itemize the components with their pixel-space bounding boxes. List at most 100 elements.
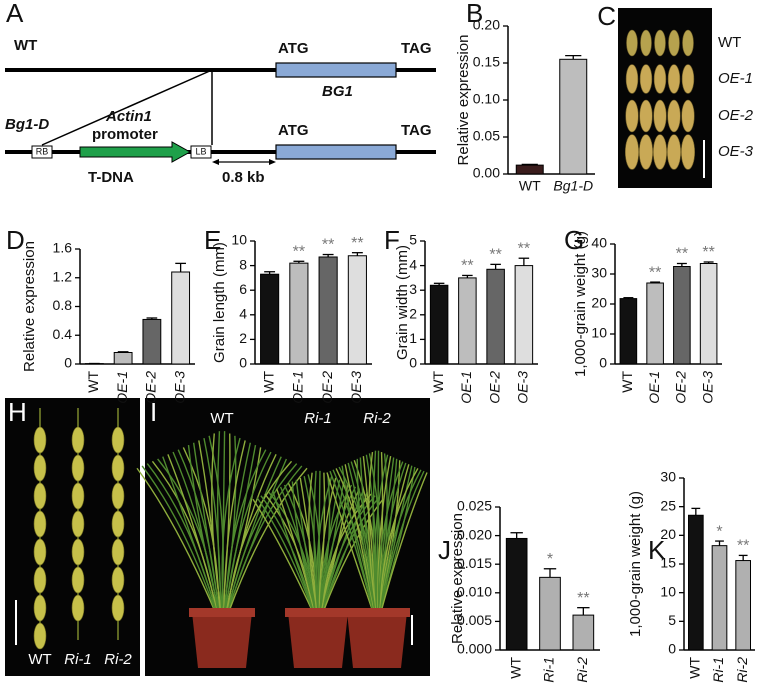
leaf <box>380 470 425 613</box>
leaf <box>225 451 272 613</box>
y-tick-label: 0.000 <box>457 641 492 657</box>
bar <box>515 164 544 175</box>
grain <box>111 510 125 538</box>
grain <box>33 566 47 594</box>
y-axis-label: Relative expression <box>449 513 466 644</box>
grain <box>33 482 47 510</box>
y-tick-label: 2 <box>409 306 417 322</box>
label: WT <box>14 37 37 54</box>
bar <box>113 352 133 365</box>
grain <box>111 566 125 594</box>
bar <box>687 514 704 651</box>
x-tick-label: WT <box>260 371 276 393</box>
label: TAG <box>401 40 432 57</box>
panel-letter: D <box>6 225 25 255</box>
leaf <box>136 467 216 613</box>
bar <box>539 576 561 651</box>
panel-letter: E <box>204 225 221 255</box>
x-tick-label: Ri-2 <box>574 657 590 683</box>
x-tick-label: WT <box>687 657 703 679</box>
grain <box>71 510 85 538</box>
leaf <box>318 477 337 613</box>
grain <box>111 454 125 482</box>
label: Actin1 <box>105 108 152 125</box>
grain <box>668 29 680 57</box>
leaf <box>347 462 376 613</box>
bar <box>260 273 280 365</box>
grain <box>111 594 125 622</box>
grain <box>33 454 47 482</box>
panel-letter: C <box>597 1 616 31</box>
insert-line <box>41 69 213 146</box>
bar <box>646 282 664 365</box>
x-tick-label: OE-1 <box>646 371 662 404</box>
significance: ** <box>351 235 363 252</box>
x-tick-label: Ri-1 <box>541 657 557 683</box>
label: TAG <box>401 122 432 139</box>
significance: ** <box>461 258 473 275</box>
photo-label: WT <box>718 34 741 51</box>
label: ATG <box>278 122 309 139</box>
significance: ** <box>577 590 589 607</box>
panel-letter: H <box>8 397 27 427</box>
bar <box>429 284 449 365</box>
label: promoter <box>92 126 158 143</box>
leaf <box>356 458 377 613</box>
y-tick-label: 0.15 <box>473 54 500 70</box>
leaf <box>221 437 241 613</box>
x-tick-label: OE-1 <box>290 371 306 404</box>
bar <box>559 58 588 175</box>
grain <box>681 64 695 94</box>
y-tick-label: 3 <box>409 281 417 297</box>
y-tick-label: 0.020 <box>457 526 492 542</box>
y-tick-label: 1.6 <box>53 240 73 256</box>
bar <box>486 268 505 365</box>
pot-rim <box>344 608 410 617</box>
bar <box>318 256 338 365</box>
y-tick-label: 0.015 <box>457 555 492 571</box>
y-axis-label: Relative expression <box>455 35 472 166</box>
arrow-head <box>269 159 276 165</box>
grain <box>111 538 125 566</box>
leaf <box>322 497 380 613</box>
y-tick-label: 20 <box>660 526 676 542</box>
bar <box>505 537 528 651</box>
y-tick-label: 0 <box>599 355 607 371</box>
y-tick-label: 10 <box>231 232 247 248</box>
x-tick-label: OE-3 <box>348 371 364 404</box>
y-tick-label: 6 <box>239 281 247 297</box>
bar <box>458 277 477 365</box>
x-tick-label: Ri-1 <box>710 657 726 683</box>
leaf <box>224 449 267 613</box>
leaf <box>341 465 375 613</box>
x-tick-label: OE-2 <box>319 371 335 404</box>
grain <box>71 538 85 566</box>
panel-letter: K <box>648 535 666 565</box>
y-tick-label: 0.010 <box>457 584 492 600</box>
x-tick-label: OE-2 <box>486 371 502 404</box>
rb-box <box>31 145 53 159</box>
y-tick-label: 0 <box>409 355 417 371</box>
grain <box>680 134 695 170</box>
bar <box>171 271 191 365</box>
photo-label: Ri-2 <box>104 651 132 668</box>
panel-letter: J <box>438 535 451 565</box>
significance: ** <box>489 247 501 264</box>
leaf <box>227 465 303 613</box>
x-tick-label: WT <box>619 371 635 393</box>
bar <box>619 298 638 365</box>
grain <box>71 482 85 510</box>
grain <box>639 99 653 133</box>
bar <box>699 263 718 365</box>
significance: ** <box>737 538 749 555</box>
leaf <box>256 497 314 613</box>
leaf <box>162 456 218 613</box>
y-tick-label: 10 <box>660 583 676 599</box>
x-tick-label: Bg1-D <box>553 178 593 194</box>
leaf <box>275 488 316 613</box>
panel-letter: G <box>564 225 584 255</box>
label: RB <box>36 146 49 156</box>
leaf <box>308 472 319 613</box>
y-tick-label: 25 <box>660 497 676 513</box>
y-axis-label: 1,000-grain weight (g) <box>627 491 644 637</box>
